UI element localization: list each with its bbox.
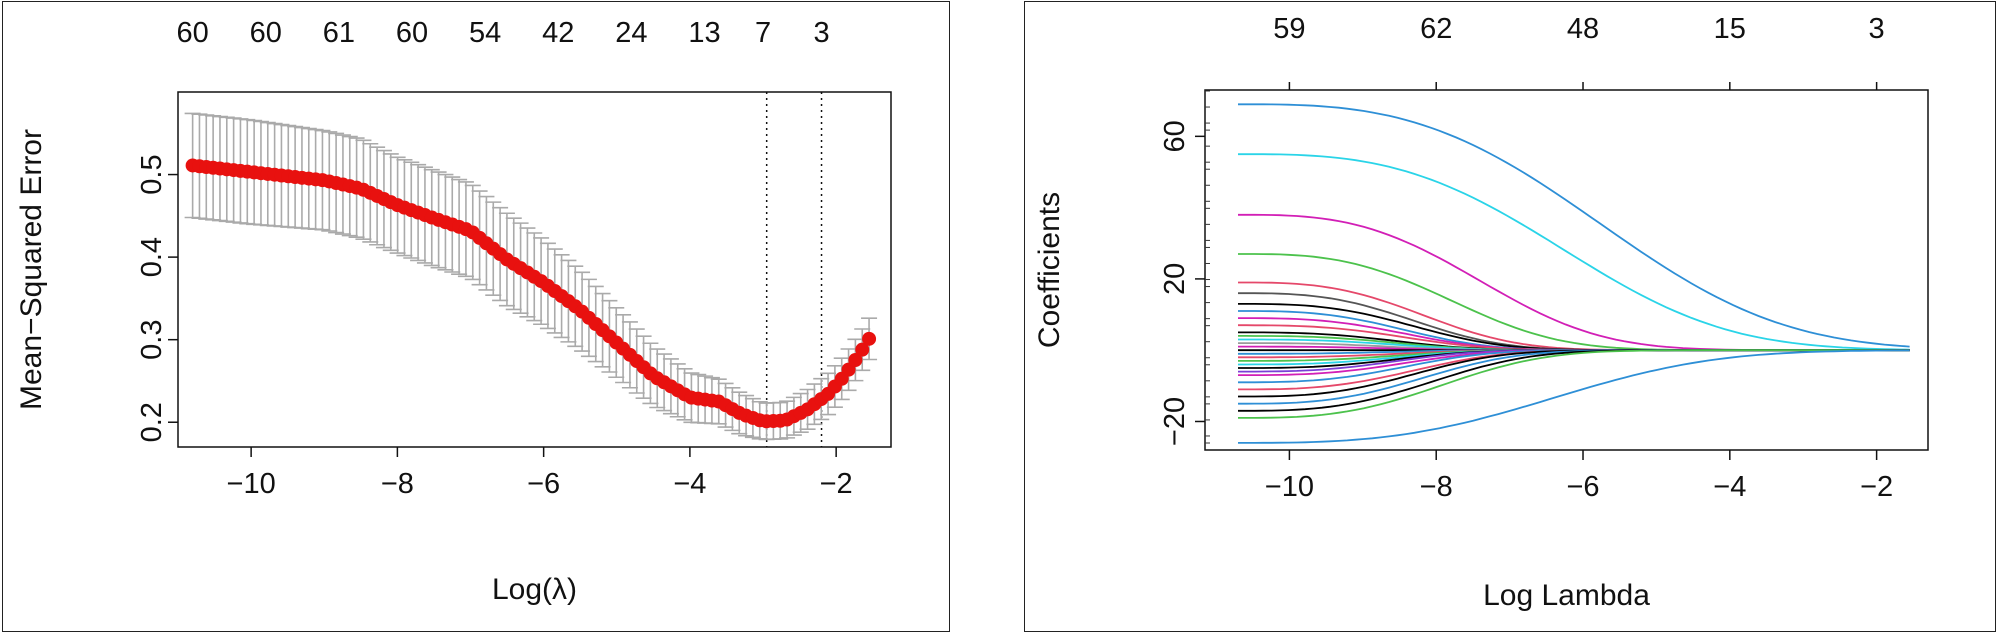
x-axis-title: Log(λ) — [492, 573, 577, 606]
left-rug — [1205, 90, 1210, 444]
plot-frame — [177, 91, 892, 448]
top-axis-label: 15 — [1714, 13, 1746, 45]
top-axis-label: 3 — [1869, 13, 1885, 45]
y-tick-label: −20 — [1159, 397, 1191, 446]
top-axis-label: 62 — [1420, 13, 1452, 45]
mse-point — [862, 331, 877, 346]
coefficient-path — [1238, 349, 1910, 405]
top-axis-label: 24 — [615, 17, 647, 49]
x-tick-label: −10 — [1265, 471, 1314, 503]
coefficient-path-panel: −10 −8 −6 −4 −2 −20 20 60 59 62 48 15 3 Log Lambda Coe… — [1024, 1, 1996, 632]
top-axis-label: 3 — [813, 17, 829, 49]
coefficient-path — [1238, 349, 1910, 384]
coefficient-path — [1238, 349, 1910, 444]
top-axis-label: 60 — [396, 17, 428, 49]
top-axis-label: 59 — [1273, 13, 1305, 45]
coefficient-paths — [1238, 103, 1910, 444]
x-tick-label: −8 — [381, 468, 414, 500]
y-tick-label: 20 — [1159, 263, 1191, 295]
y-tick-label: 0.5 — [136, 154, 168, 194]
coefficient-path — [1238, 349, 1910, 419]
top-axis-label: 54 — [469, 17, 501, 49]
cv-error-chart: −10 −8 −6 −4 −2 0.2 0.3 0.4 0.5 60 60 61 60 54 42 24 13 7… — [15, 17, 892, 606]
top-axis-label: 48 — [1567, 13, 1599, 45]
y-tick-label: 0.2 — [136, 402, 168, 442]
top-axis-label: 61 — [323, 17, 355, 49]
top-axis-label: 42 — [542, 17, 574, 49]
x-axis-title: Log Lambda — [1483, 579, 1650, 612]
x-tick-label: −2 — [1860, 471, 1893, 503]
x-tick-label: −6 — [527, 468, 560, 500]
y-axis-title: Mean−Squared Error — [15, 129, 48, 410]
x-tick-label: −10 — [227, 468, 276, 500]
top-axis-label: 7 — [755, 17, 771, 49]
y-tick-label: 60 — [1159, 120, 1191, 152]
mse-point — [855, 342, 870, 357]
mse-points — [185, 158, 877, 429]
plot-frame — [1204, 89, 1929, 451]
top-axis-label: 60 — [250, 17, 282, 49]
x-tick-label: −6 — [1566, 471, 1599, 503]
coefficient-path — [1238, 349, 1910, 398]
x-tick-label: −8 — [1420, 471, 1453, 503]
coefficient-path — [1238, 213, 1910, 352]
y-tick-label: 0.3 — [136, 320, 168, 360]
x-tick-label: −4 — [673, 468, 706, 500]
coefficient-path — [1238, 153, 1910, 351]
cv-error-panel: −10 −8 −6 −4 −2 0.2 0.3 0.4 0.5 60 60 61 60 54 42 24 13 7… — [2, 1, 950, 632]
mse-point — [848, 352, 863, 367]
y-axis-title: Coefficients — [1033, 192, 1066, 348]
top-axis-label: 13 — [688, 17, 720, 49]
coefficient-path — [1238, 103, 1910, 348]
y-tick-label: 0.4 — [136, 237, 168, 277]
coefficient-path-chart: −10 −8 −6 −4 −2 −20 20 60 59 62 48 15 3 Log Lambda Coe… — [1033, 13, 1929, 612]
top-axis-label: 60 — [176, 17, 208, 49]
x-tick-label: −4 — [1713, 471, 1746, 503]
x-tick-label: −2 — [820, 468, 853, 500]
